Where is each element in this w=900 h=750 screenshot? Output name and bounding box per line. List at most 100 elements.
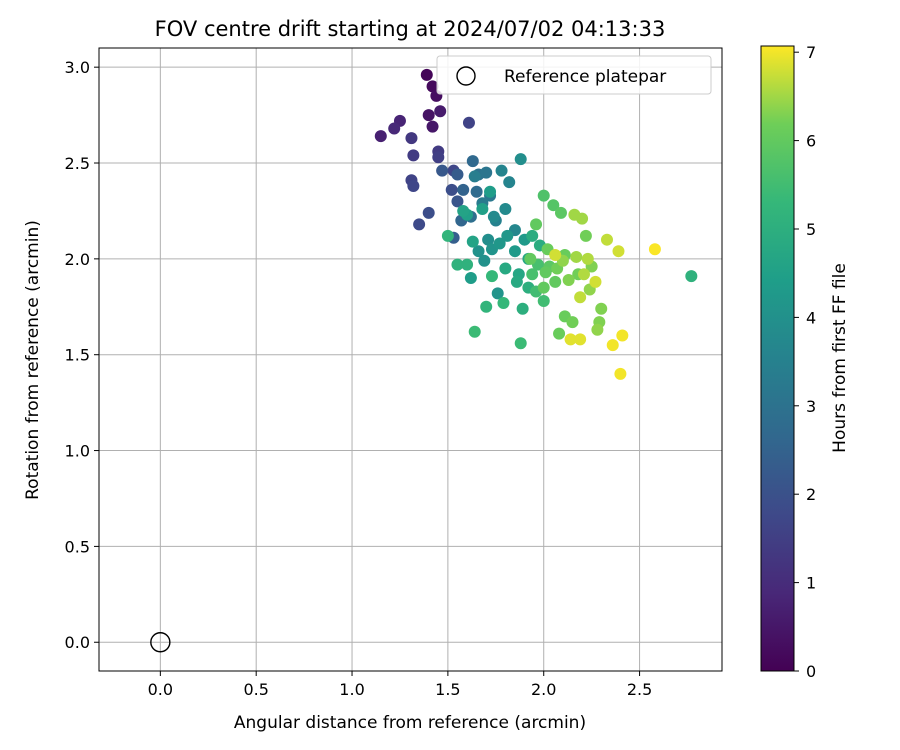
data-point bbox=[574, 333, 587, 346]
data-point bbox=[591, 323, 604, 336]
x-tick-label: 1.5 bbox=[435, 680, 460, 699]
data-point bbox=[526, 229, 539, 242]
data-point bbox=[616, 329, 629, 342]
data-point bbox=[426, 80, 439, 93]
data-point bbox=[472, 245, 485, 258]
data-point bbox=[564, 333, 577, 346]
data-point bbox=[503, 176, 516, 189]
data-point bbox=[514, 337, 527, 350]
colorbar-tick-label: 7 bbox=[806, 43, 816, 62]
data-point bbox=[407, 149, 420, 162]
colorbar-tick-label: 6 bbox=[806, 132, 816, 151]
data-point bbox=[566, 316, 579, 329]
data-point bbox=[434, 105, 447, 118]
data-point bbox=[495, 164, 508, 177]
data-point bbox=[466, 235, 479, 248]
data-point bbox=[648, 243, 661, 256]
colorbar-gradient bbox=[760, 45, 795, 672]
colorbar-tick-label: 0 bbox=[806, 662, 816, 681]
y-tick-label: 2.0 bbox=[65, 250, 90, 269]
data-point bbox=[451, 168, 464, 181]
data-point bbox=[549, 275, 562, 288]
x-tick-label: 0.5 bbox=[243, 680, 268, 699]
data-point bbox=[537, 189, 550, 202]
data-point bbox=[510, 275, 523, 288]
data-point bbox=[539, 266, 552, 279]
data-point bbox=[570, 250, 583, 263]
data-point bbox=[526, 268, 539, 281]
data-point bbox=[553, 327, 566, 340]
data-point bbox=[579, 229, 592, 242]
x-axis-label: Angular distance from reference (arcmin) bbox=[234, 713, 586, 733]
data-point bbox=[468, 170, 481, 183]
data-point bbox=[600, 233, 613, 246]
data-point bbox=[388, 122, 401, 135]
legend: Reference platepar bbox=[436, 55, 712, 95]
data-point bbox=[426, 120, 439, 133]
colorbar-ticks: 0 1 2 3 4 5 6 7 bbox=[794, 43, 816, 681]
data-point bbox=[420, 68, 433, 81]
ticks-layer: 0.0 0.5 1.0 1.5 2.0 2.5 0.0 0.5 1.0 1.5 2.0 2.5 3.0 bbox=[65, 58, 653, 699]
data-point bbox=[595, 302, 608, 315]
data-point bbox=[451, 195, 464, 208]
data-point bbox=[537, 281, 550, 294]
data-point bbox=[514, 153, 527, 166]
data-point bbox=[508, 245, 521, 258]
x-tick-label: 0.0 bbox=[148, 680, 173, 699]
y-tick-label: 3.0 bbox=[65, 58, 90, 77]
data-point bbox=[466, 155, 479, 168]
data-point bbox=[499, 203, 512, 216]
data-point bbox=[589, 275, 602, 288]
plot-frame bbox=[98, 47, 723, 672]
data-point bbox=[530, 218, 543, 231]
data-point bbox=[612, 245, 625, 258]
data-point bbox=[461, 258, 474, 271]
x-tick-label: 2.5 bbox=[627, 680, 652, 699]
data-point bbox=[432, 151, 445, 164]
points-layer bbox=[150, 68, 698, 653]
data-point bbox=[484, 185, 497, 198]
data-point bbox=[470, 185, 483, 198]
data-point bbox=[478, 254, 491, 267]
data-point bbox=[577, 268, 590, 281]
data-point bbox=[581, 252, 594, 265]
y-tick-label: 1.0 bbox=[65, 442, 90, 461]
colorbar: 0 1 2 3 4 5 6 7 Hours from first FF file bbox=[760, 43, 850, 681]
x-tick-label: 1.0 bbox=[339, 680, 364, 699]
data-point bbox=[497, 296, 510, 309]
y-tick-label: 0.5 bbox=[65, 537, 90, 556]
chart-title: FOV centre drift starting at 2024/07/02 … bbox=[155, 17, 666, 41]
data-point bbox=[685, 270, 698, 283]
colorbar-label: Hours from first FF file bbox=[830, 263, 850, 453]
data-point bbox=[562, 273, 575, 286]
reference-platepar-marker bbox=[150, 632, 171, 653]
data-point bbox=[480, 300, 493, 313]
data-point bbox=[407, 180, 420, 193]
data-point bbox=[480, 166, 493, 179]
data-point bbox=[554, 206, 567, 219]
data-point bbox=[468, 325, 481, 338]
colorbar-tick-label: 3 bbox=[806, 397, 816, 416]
data-point bbox=[413, 218, 426, 231]
data-point bbox=[487, 210, 500, 223]
data-point bbox=[491, 287, 504, 300]
data-point bbox=[374, 130, 387, 143]
data-point bbox=[493, 237, 506, 250]
data-point bbox=[485, 270, 498, 283]
data-point bbox=[576, 212, 589, 225]
y-tick-label: 2.5 bbox=[65, 154, 90, 173]
legend-box bbox=[436, 55, 712, 95]
legend-label: Reference platepar bbox=[504, 67, 666, 87]
data-point bbox=[462, 116, 475, 129]
colorbar-tick-label: 5 bbox=[806, 220, 816, 239]
y-tick-label: 0.0 bbox=[65, 633, 90, 652]
data-point bbox=[501, 229, 514, 242]
data-point bbox=[457, 204, 470, 217]
data-point bbox=[524, 252, 537, 265]
data-point bbox=[445, 183, 458, 196]
data-point bbox=[422, 206, 435, 219]
y-axis-label: Rotation from reference (arcmin) bbox=[23, 220, 43, 500]
data-point bbox=[549, 249, 562, 262]
data-point bbox=[476, 203, 489, 216]
